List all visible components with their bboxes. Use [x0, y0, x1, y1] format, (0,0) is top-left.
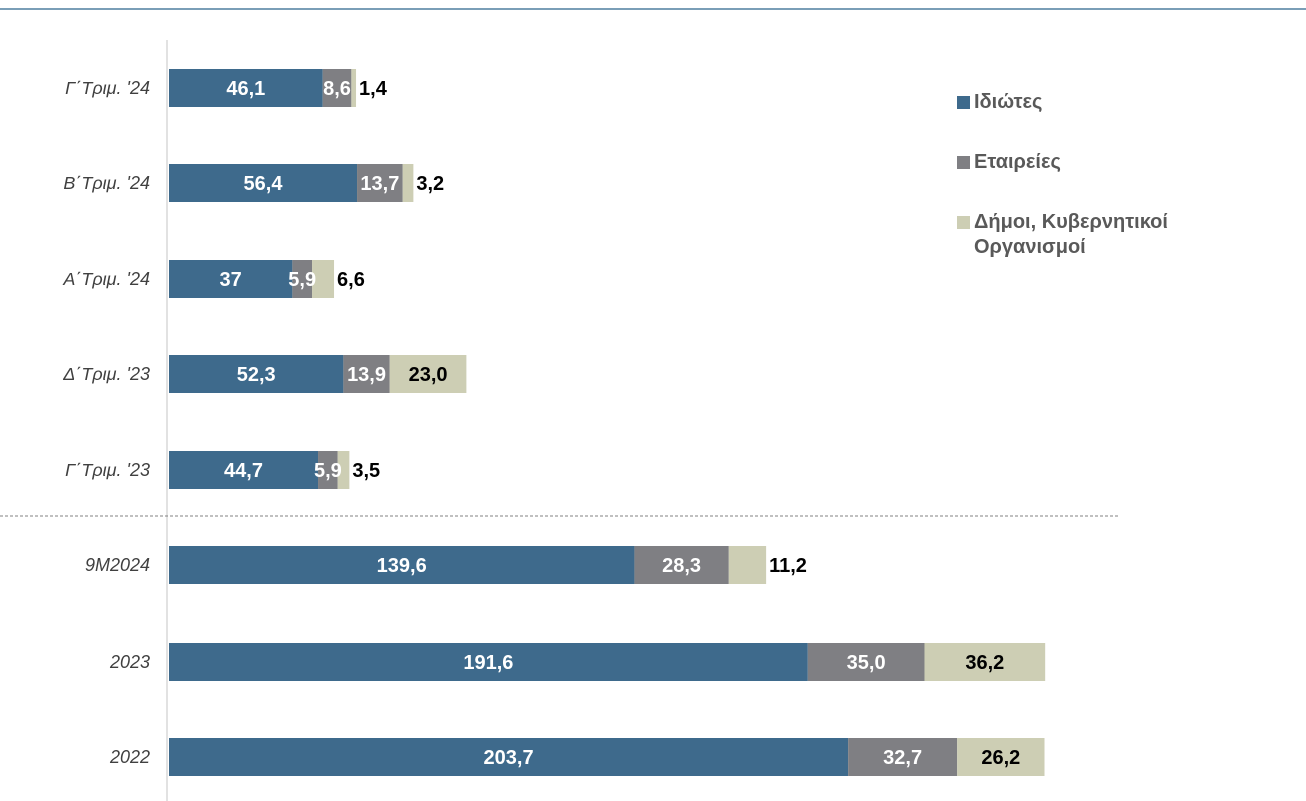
data-label: 44,7 [224, 460, 263, 482]
legend-swatch-municipalities [957, 216, 970, 229]
bar-segment-municipalities [351, 69, 357, 107]
category-label: 2022 [109, 747, 150, 767]
data-label: 13,9 [347, 364, 386, 386]
legend-label-companies: Εταιρείες [974, 151, 1061, 173]
category-label: Γ΄Τριμ. '23 [65, 460, 150, 480]
data-label: 23,0 [409, 364, 448, 386]
category-label: Δ΄Τριμ. '23 [62, 364, 150, 384]
legend: Ιδιώτες Εταιρείες Δήμοι, Κυβερνητικοί Ορ… [957, 90, 1277, 295]
legend-label-individuals: Ιδιώτες [974, 91, 1043, 113]
data-label: 203,7 [484, 747, 534, 769]
bar-segment-municipalities [728, 546, 767, 584]
data-label: 1,4 [359, 78, 388, 100]
category-label: Β΄Τριμ. '24 [63, 173, 150, 193]
legend-swatch-individuals [957, 96, 970, 109]
bar-segment-companies [634, 546, 729, 584]
bar-segment-municipalities [312, 260, 335, 298]
data-label: 28,3 [662, 555, 701, 577]
data-label: 52,3 [237, 364, 276, 386]
bar-segment-municipalities [337, 451, 350, 489]
category-label: Γ΄Τριμ. '24 [65, 78, 150, 98]
legend-item-companies: Εταιρείες [957, 150, 1277, 175]
bar-segment-municipalities [402, 164, 414, 202]
data-label: 37 [220, 269, 242, 291]
bar-segment-individuals [169, 546, 635, 584]
bar-segment-municipalities [389, 355, 467, 393]
data-label: 56,4 [244, 173, 284, 195]
category-label: 9M2024 [85, 555, 150, 575]
legend-swatch-companies [957, 156, 970, 169]
bar-segment-individuals [169, 164, 358, 202]
data-label: 5,9 [314, 460, 342, 482]
data-label: 13,7 [360, 173, 399, 195]
data-label: 3,5 [352, 460, 380, 482]
legend-label-municipalities: Δήμοι, Κυβερνητικοί Οργανισμοί [974, 211, 1168, 258]
bar-segment-companies [343, 355, 390, 393]
data-label: 11,2 [769, 555, 807, 577]
bar-segment-companies [318, 451, 338, 489]
data-label: 32,7 [883, 747, 922, 769]
bar-segment-individuals [169, 451, 319, 489]
bar-segment-companies [848, 738, 958, 776]
data-label: 191,6 [463, 652, 513, 674]
bar-segment-companies [292, 260, 313, 298]
data-label: 26,2 [981, 747, 1020, 769]
data-label: 35,0 [847, 652, 886, 674]
bar-segment-companies [322, 69, 352, 107]
legend-item-individuals: Ιδιώτες [957, 90, 1277, 115]
data-label: 6,6 [337, 269, 365, 291]
bar-segment-individuals [169, 643, 808, 681]
category-label: Α΄Τριμ. '24 [62, 269, 150, 289]
bar-segment-individuals [169, 738, 849, 776]
bar-segment-individuals [169, 355, 344, 393]
category-label: 2023 [109, 652, 150, 672]
data-label: 3,2 [416, 173, 444, 195]
bar-segment-municipalities [957, 738, 1045, 776]
bar-segment-individuals [169, 260, 293, 298]
data-label: 5,9 [288, 269, 316, 291]
data-label: 8,6 [323, 78, 351, 100]
bar-segment-companies [357, 164, 403, 202]
data-label: 139,6 [377, 555, 427, 577]
legend-item-municipalities: Δήμοι, Κυβερνητικοί Οργανισμοί [957, 210, 1277, 260]
bar-segment-individuals [169, 69, 323, 107]
data-label: 46,1 [226, 78, 265, 100]
data-label: 36,2 [965, 652, 1004, 674]
bar-segment-municipalities [924, 643, 1046, 681]
bar-segment-companies [807, 643, 925, 681]
